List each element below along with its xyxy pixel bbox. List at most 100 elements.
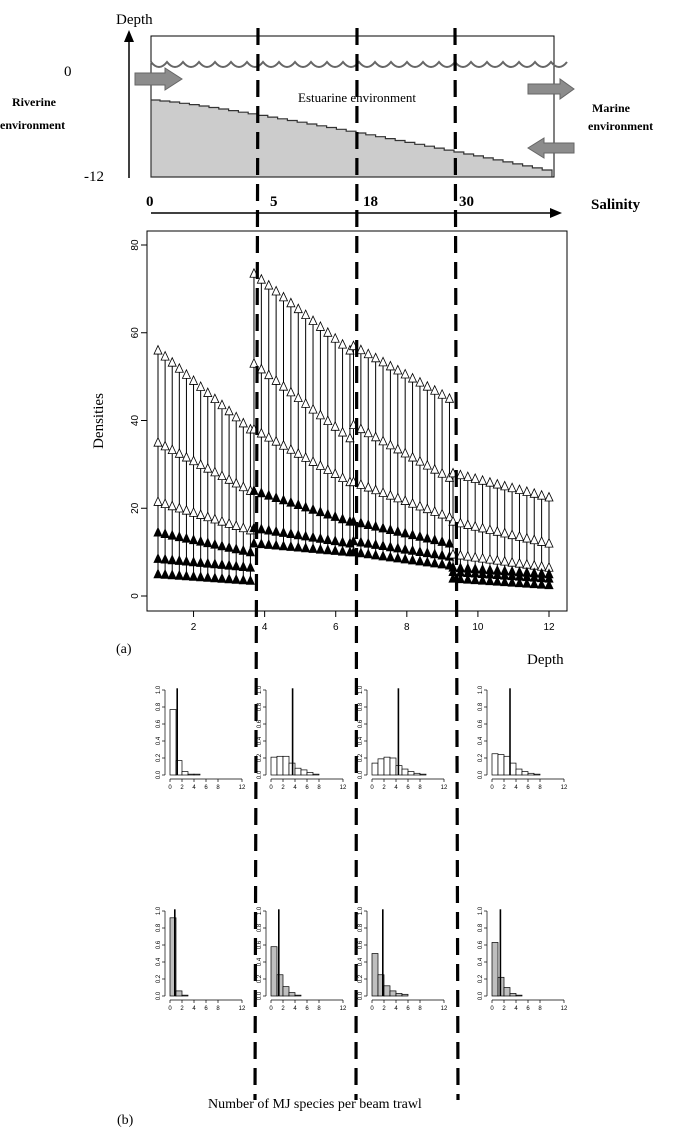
hist-bar xyxy=(503,987,511,997)
filled-triangle-point xyxy=(249,485,259,495)
hist-bar xyxy=(515,768,523,776)
hist-x-tick-label: 8 xyxy=(216,785,220,791)
open-triangle-point xyxy=(217,515,227,526)
open-triangle-point xyxy=(444,511,455,522)
hist-bar xyxy=(181,994,189,997)
open-triangle-point xyxy=(378,435,388,446)
hist-bar xyxy=(294,994,302,997)
open-triangle-point xyxy=(400,447,410,458)
open-triangle-point xyxy=(371,484,381,495)
hist-y-tick-label: 1.0 xyxy=(156,906,162,915)
open-triangle-point xyxy=(463,471,473,482)
panel-a: 0 20 40 60 80 2 4 6 8 10 12 Densities (a) Depth xyxy=(91,230,568,668)
open-triangle-point xyxy=(400,495,410,505)
filled-triangle-point xyxy=(315,506,326,517)
y-tick-label: 40 xyxy=(130,415,141,427)
hist-x-tick-label: 2 xyxy=(281,1006,285,1012)
open-triangle-point xyxy=(463,519,473,529)
salinity-tick-5: 5 xyxy=(270,194,278,210)
filled-triangle-point xyxy=(348,535,359,546)
open-triangle-point xyxy=(238,417,248,428)
filled-triangle-point xyxy=(536,578,547,589)
open-triangle-point xyxy=(256,363,266,374)
open-triangle-point xyxy=(437,388,447,399)
filled-triangle-point xyxy=(400,527,410,538)
open-triangle-point xyxy=(203,511,213,522)
marine-label-line2: environment xyxy=(588,119,653,133)
panel-b: 0.0 0.2 0.4 0.6 0.8 1.0 0 2 4 6 8 12 0.0 0.2 0.4 0.6 0.8… xyxy=(117,685,568,1128)
open-triangle-point xyxy=(470,551,480,562)
hist-bar xyxy=(419,773,427,776)
open-triangle-point xyxy=(301,397,311,408)
depth-axis-arrowhead xyxy=(124,30,134,42)
filled-triangle-point xyxy=(271,539,281,550)
filled-triangle-point xyxy=(371,549,381,560)
open-triangle-point xyxy=(477,552,488,563)
hist-x-tick-label: 2 xyxy=(382,1006,386,1012)
open-triangle-point xyxy=(330,332,340,343)
open-triangle-point xyxy=(378,356,388,367)
filled-triangle-point xyxy=(181,570,192,581)
hist-y-tick-label: 0.4 xyxy=(478,957,484,966)
hist-x-tick-label: 12 xyxy=(340,1006,347,1012)
y-tick-label: 60 xyxy=(130,327,141,339)
filled-triangle-point xyxy=(245,574,256,585)
filled-triangle-point xyxy=(249,537,259,548)
filled-triangle-point xyxy=(507,576,517,587)
filled-triangle-point xyxy=(323,534,333,544)
open-triangle-point xyxy=(507,482,517,493)
open-triangle-point xyxy=(544,491,554,502)
filled-triangle-point xyxy=(500,576,510,587)
open-triangle-point xyxy=(160,440,170,451)
filled-triangle-point xyxy=(415,530,425,541)
filled-triangle-point xyxy=(238,544,248,555)
open-triangle-point xyxy=(286,297,296,308)
open-triangle-point xyxy=(323,415,333,425)
open-triangle-point xyxy=(536,489,547,500)
open-triangle-point xyxy=(463,550,473,561)
open-triangle-point xyxy=(286,443,296,454)
open-triangle-point xyxy=(224,473,234,484)
open-triangle-point xyxy=(167,356,177,367)
hist-bar xyxy=(377,974,385,997)
filled-triangle-point xyxy=(308,503,318,514)
panel-a-x-axis: 2 4 6 8 10 12 xyxy=(191,611,555,633)
hist-y-tick-label: 0.8 xyxy=(478,702,484,711)
filled-triangle-point xyxy=(245,546,256,557)
open-triangle-point xyxy=(356,423,366,434)
filled-triangle-point xyxy=(422,556,432,567)
filled-triangle-point xyxy=(485,575,495,586)
filled-triangle-point xyxy=(224,573,234,584)
filled-triangle-point xyxy=(188,570,199,581)
y-tick-label: 0 xyxy=(130,593,141,599)
open-triangle-point xyxy=(315,409,326,420)
filled-triangle-point xyxy=(188,556,199,567)
hist-bar xyxy=(300,769,308,776)
hist-x-tick-label: 4 xyxy=(514,785,518,791)
filled-triangle-point xyxy=(203,571,213,582)
filled-triangle-point xyxy=(196,571,206,582)
open-triangle-point xyxy=(231,411,241,422)
open-triangle-point xyxy=(308,403,318,414)
open-triangle-point xyxy=(174,362,184,373)
filled-triangle-point xyxy=(463,573,473,584)
filled-triangle-point xyxy=(153,526,163,537)
hist-x-tick-label: 12 xyxy=(441,785,448,791)
open-triangle-point xyxy=(455,549,466,560)
riverine-label-line2: environment xyxy=(0,118,65,132)
open-triangle-point xyxy=(385,360,396,371)
open-triangle-point xyxy=(371,431,381,442)
hist-bar xyxy=(503,755,511,776)
hist-bar xyxy=(193,773,201,776)
hist-x-tick-label: 8 xyxy=(538,785,542,791)
hist-y-tick-label: 0.0 xyxy=(257,770,263,779)
filled-triangle-point xyxy=(363,537,373,548)
open-triangle-point xyxy=(330,468,340,478)
filled-triangle-point xyxy=(174,531,184,542)
open-triangle-point xyxy=(492,525,502,536)
open-triangle-point xyxy=(437,467,447,478)
hist-bar xyxy=(497,754,505,776)
open-triangle-point xyxy=(203,387,213,397)
hist-y-tick-label: 0.8 xyxy=(156,702,162,711)
open-triangle-point xyxy=(271,374,281,385)
